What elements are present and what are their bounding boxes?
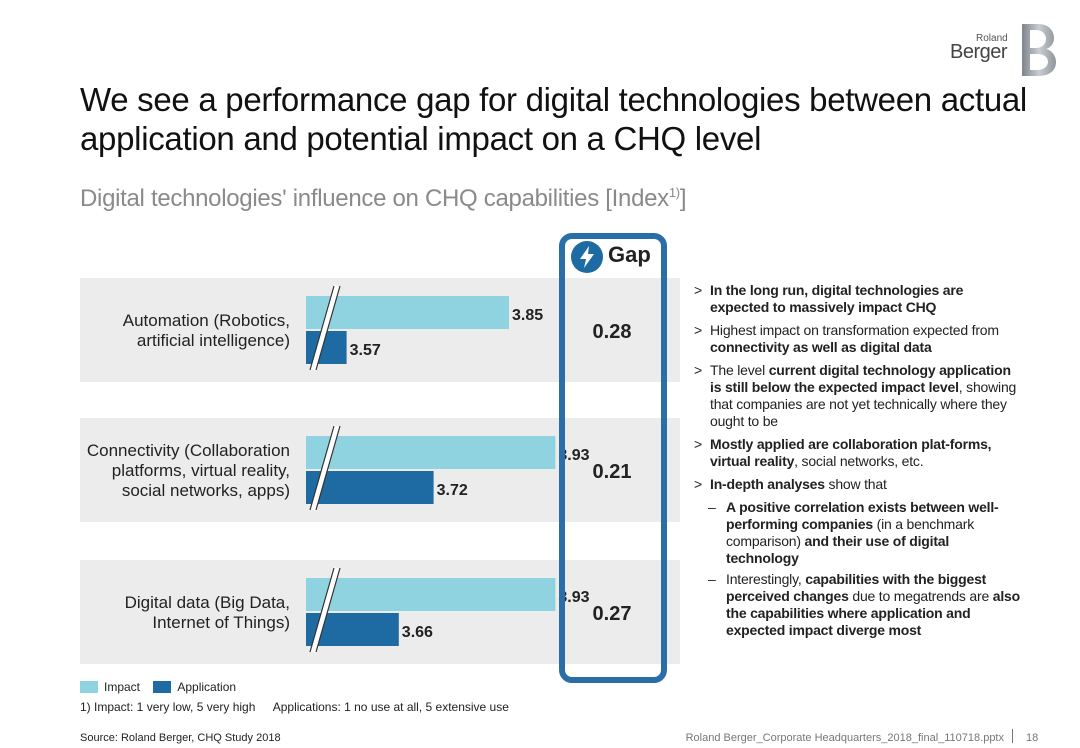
bullet-text: A positive correlation exists between we… bbox=[726, 499, 999, 532]
category-label: artificial intelligence) bbox=[137, 331, 290, 350]
legend-label-application: Application bbox=[177, 680, 237, 694]
finding-bullet: > In the long run, digital technologies a… bbox=[694, 282, 1024, 316]
legend-item-application: Application bbox=[153, 680, 236, 694]
bullet-text: In the long run, digital technologies ar… bbox=[710, 282, 964, 315]
bar-impact bbox=[306, 296, 509, 329]
bullet-text: also the capabilities where application … bbox=[726, 588, 1020, 638]
page-title: We see a performance gap for digital tec… bbox=[80, 81, 1027, 157]
value-label-application: 3.72 bbox=[437, 482, 468, 499]
finding-sub-bullet: – A positive correlation exists between w… bbox=[694, 499, 1024, 567]
axis-break-gap bbox=[310, 567, 340, 653]
bullet-text: connectivity as well as digital data bbox=[710, 339, 932, 355]
footer-divider bbox=[1012, 729, 1013, 743]
category-label: Connectivity (Collaboration bbox=[87, 441, 290, 460]
value-label-application: 3.57 bbox=[350, 342, 381, 359]
bullet-text: capabilities with the biggest perceived … bbox=[726, 571, 987, 604]
footnote: 1) Impact: 1 very low, 5 very high Appli… bbox=[80, 700, 509, 714]
gap-value: 0.21 bbox=[593, 461, 632, 483]
value-label-impact: 3.93 bbox=[558, 447, 589, 464]
logo-text-berger: Berger bbox=[950, 41, 1008, 63]
axis-break-gap bbox=[310, 425, 340, 511]
axis-break-line bbox=[309, 425, 335, 511]
bullet-marker: – bbox=[708, 499, 716, 515]
bullet-text: , showing that companies are not yet tec… bbox=[710, 379, 1017, 429]
bullet-marker: > bbox=[694, 282, 702, 298]
roland-berger-logo: Roland Berger bbox=[948, 24, 1058, 76]
bullet-text: show that bbox=[824, 476, 887, 492]
gap-value: 0.27 bbox=[593, 603, 632, 625]
category-label: Digital data (Big Data, bbox=[125, 593, 290, 612]
file-name: Roland Berger_Corporate Headquarters_201… bbox=[685, 732, 1004, 744]
findings-list: > In the long run, digital technologies a… bbox=[694, 282, 1024, 643]
category-label: Automation (Robotics, bbox=[123, 311, 290, 330]
value-label-impact: 3.93 bbox=[558, 589, 589, 606]
finding-bullet: > Mostly applied are collaboration plat-f… bbox=[694, 436, 1024, 470]
bullet-text: due to megatrends are bbox=[848, 588, 993, 604]
axis-break-line bbox=[309, 567, 335, 653]
bullet-text: (in a benchmark comparison) bbox=[726, 516, 974, 549]
category-label: platforms, virtual reality, bbox=[112, 461, 290, 480]
bullet-text: Mostly applied are collaboration plat-fo… bbox=[710, 436, 992, 469]
gap-header: Gap bbox=[566, 240, 666, 274]
axis-break-line bbox=[315, 285, 341, 371]
category-panel bbox=[80, 560, 680, 664]
bullet-text: In-depth analyses bbox=[710, 476, 825, 492]
bullet-marker: > bbox=[694, 476, 702, 492]
gap-header-label: Gap bbox=[608, 242, 651, 267]
bullet-text: and their use of digital technology bbox=[726, 533, 950, 566]
category-label: Internet of Things) bbox=[152, 613, 290, 632]
subtitle-text: Digital technologies' influence on CHQ c… bbox=[80, 185, 669, 212]
lightning-icon bbox=[571, 241, 603, 273]
logo-text-roland: Roland bbox=[976, 33, 1008, 44]
chart-legend: Impact Application bbox=[80, 680, 246, 694]
bullet-text: current digital technology application i… bbox=[710, 362, 1011, 395]
bullet-text: Interestingly, bbox=[726, 571, 806, 587]
bullet-text: Highest impact on transformation expecte… bbox=[710, 322, 999, 338]
bullet-marker: > bbox=[694, 322, 702, 338]
gap-column-frame bbox=[559, 233, 667, 683]
category-panel bbox=[80, 278, 680, 382]
axis-break-line bbox=[315, 567, 341, 653]
legend-item-impact: Impact bbox=[80, 680, 140, 694]
category-label: social networks, apps) bbox=[122, 481, 290, 500]
category-panel bbox=[80, 418, 680, 522]
chart-subtitle: Digital technologies' influence on CHQ c… bbox=[80, 185, 687, 213]
bullet-text: The level bbox=[710, 362, 769, 378]
bar-impact bbox=[306, 578, 556, 611]
legend-swatch-impact bbox=[80, 681, 98, 693]
bullet-marker: – bbox=[708, 571, 716, 587]
finding-sub-bullet: – Interestingly, capabilities with the bi… bbox=[694, 571, 1024, 639]
subtitle-close: ] bbox=[679, 185, 687, 212]
legend-swatch-application bbox=[153, 681, 172, 693]
source-note: Source: Roland Berger, CHQ Study 2018 bbox=[80, 732, 281, 744]
finding-bullet: > Highest impact on transformation expect… bbox=[694, 322, 1024, 356]
value-label-impact: 3.85 bbox=[512, 307, 543, 324]
axis-break-line bbox=[309, 285, 335, 371]
page-number: 18 bbox=[1026, 732, 1039, 744]
bar-impact bbox=[306, 436, 556, 469]
axis-break-line bbox=[315, 425, 341, 511]
finding-bullet: > In-depth analyses show that bbox=[694, 476, 1024, 493]
value-label-application: 3.66 bbox=[402, 624, 433, 641]
gap-value: 0.28 bbox=[593, 321, 632, 343]
bullet-marker: > bbox=[694, 436, 702, 452]
legend-label-impact: Impact bbox=[104, 680, 141, 694]
bullet-text: , social networks, etc. bbox=[794, 453, 924, 469]
finding-bullet: > The level current digital technology ap… bbox=[694, 362, 1024, 430]
bullet-marker: > bbox=[694, 362, 702, 378]
logo-b-mark-icon bbox=[1022, 24, 1056, 76]
bar-application bbox=[306, 471, 434, 504]
footnote-applications: Applications: 1 no use at all, 5 extensi… bbox=[272, 700, 509, 714]
footnote-impact: 1) Impact: 1 very low, 5 very high bbox=[80, 700, 256, 714]
subtitle-footnote-ref: 1) bbox=[668, 185, 680, 200]
axis-break-gap bbox=[310, 285, 340, 371]
